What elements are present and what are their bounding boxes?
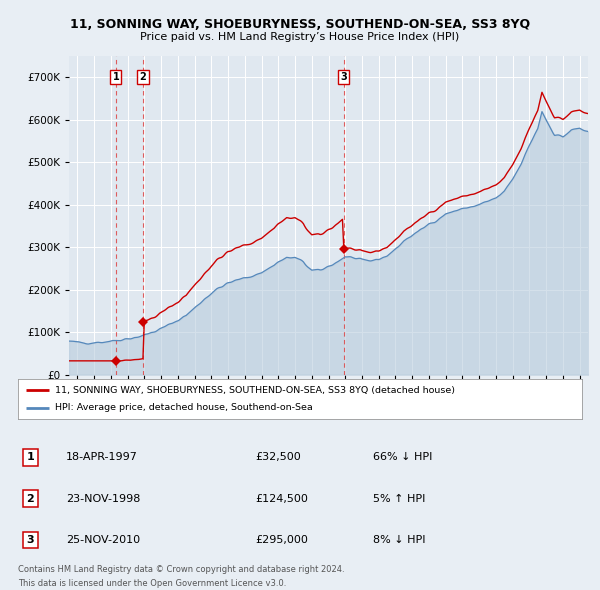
Text: HPI: Average price, detached house, Southend-on-Sea: HPI: Average price, detached house, Sout… <box>55 403 313 412</box>
Text: 18-APR-1997: 18-APR-1997 <box>66 453 138 462</box>
Text: £124,500: £124,500 <box>255 494 308 503</box>
Text: 2: 2 <box>26 494 34 503</box>
Text: 5% ↑ HPI: 5% ↑ HPI <box>373 494 425 503</box>
Text: Price paid vs. HM Land Registry’s House Price Index (HPI): Price paid vs. HM Land Registry’s House … <box>140 32 460 42</box>
Text: 3: 3 <box>340 72 347 82</box>
Text: 11, SONNING WAY, SHOEBURYNESS, SOUTHEND-ON-SEA, SS3 8YQ (detached house): 11, SONNING WAY, SHOEBURYNESS, SOUTHEND-… <box>55 385 455 395</box>
Text: 2: 2 <box>140 72 146 82</box>
Text: 66% ↓ HPI: 66% ↓ HPI <box>373 453 433 462</box>
Text: 11, SONNING WAY, SHOEBURYNESS, SOUTHEND-ON-SEA, SS3 8YQ: 11, SONNING WAY, SHOEBURYNESS, SOUTHEND-… <box>70 18 530 31</box>
Text: 1: 1 <box>113 72 119 82</box>
Text: £32,500: £32,500 <box>255 453 301 462</box>
Text: 23-NOV-1998: 23-NOV-1998 <box>66 494 140 503</box>
Text: 1: 1 <box>26 453 34 462</box>
Text: 25-NOV-2010: 25-NOV-2010 <box>66 535 140 545</box>
Text: £295,000: £295,000 <box>255 535 308 545</box>
Text: This data is licensed under the Open Government Licence v3.0.: This data is licensed under the Open Gov… <box>18 579 286 588</box>
Text: Contains HM Land Registry data © Crown copyright and database right 2024.: Contains HM Land Registry data © Crown c… <box>18 565 344 574</box>
Text: 3: 3 <box>26 535 34 545</box>
Text: 8% ↓ HPI: 8% ↓ HPI <box>373 535 426 545</box>
